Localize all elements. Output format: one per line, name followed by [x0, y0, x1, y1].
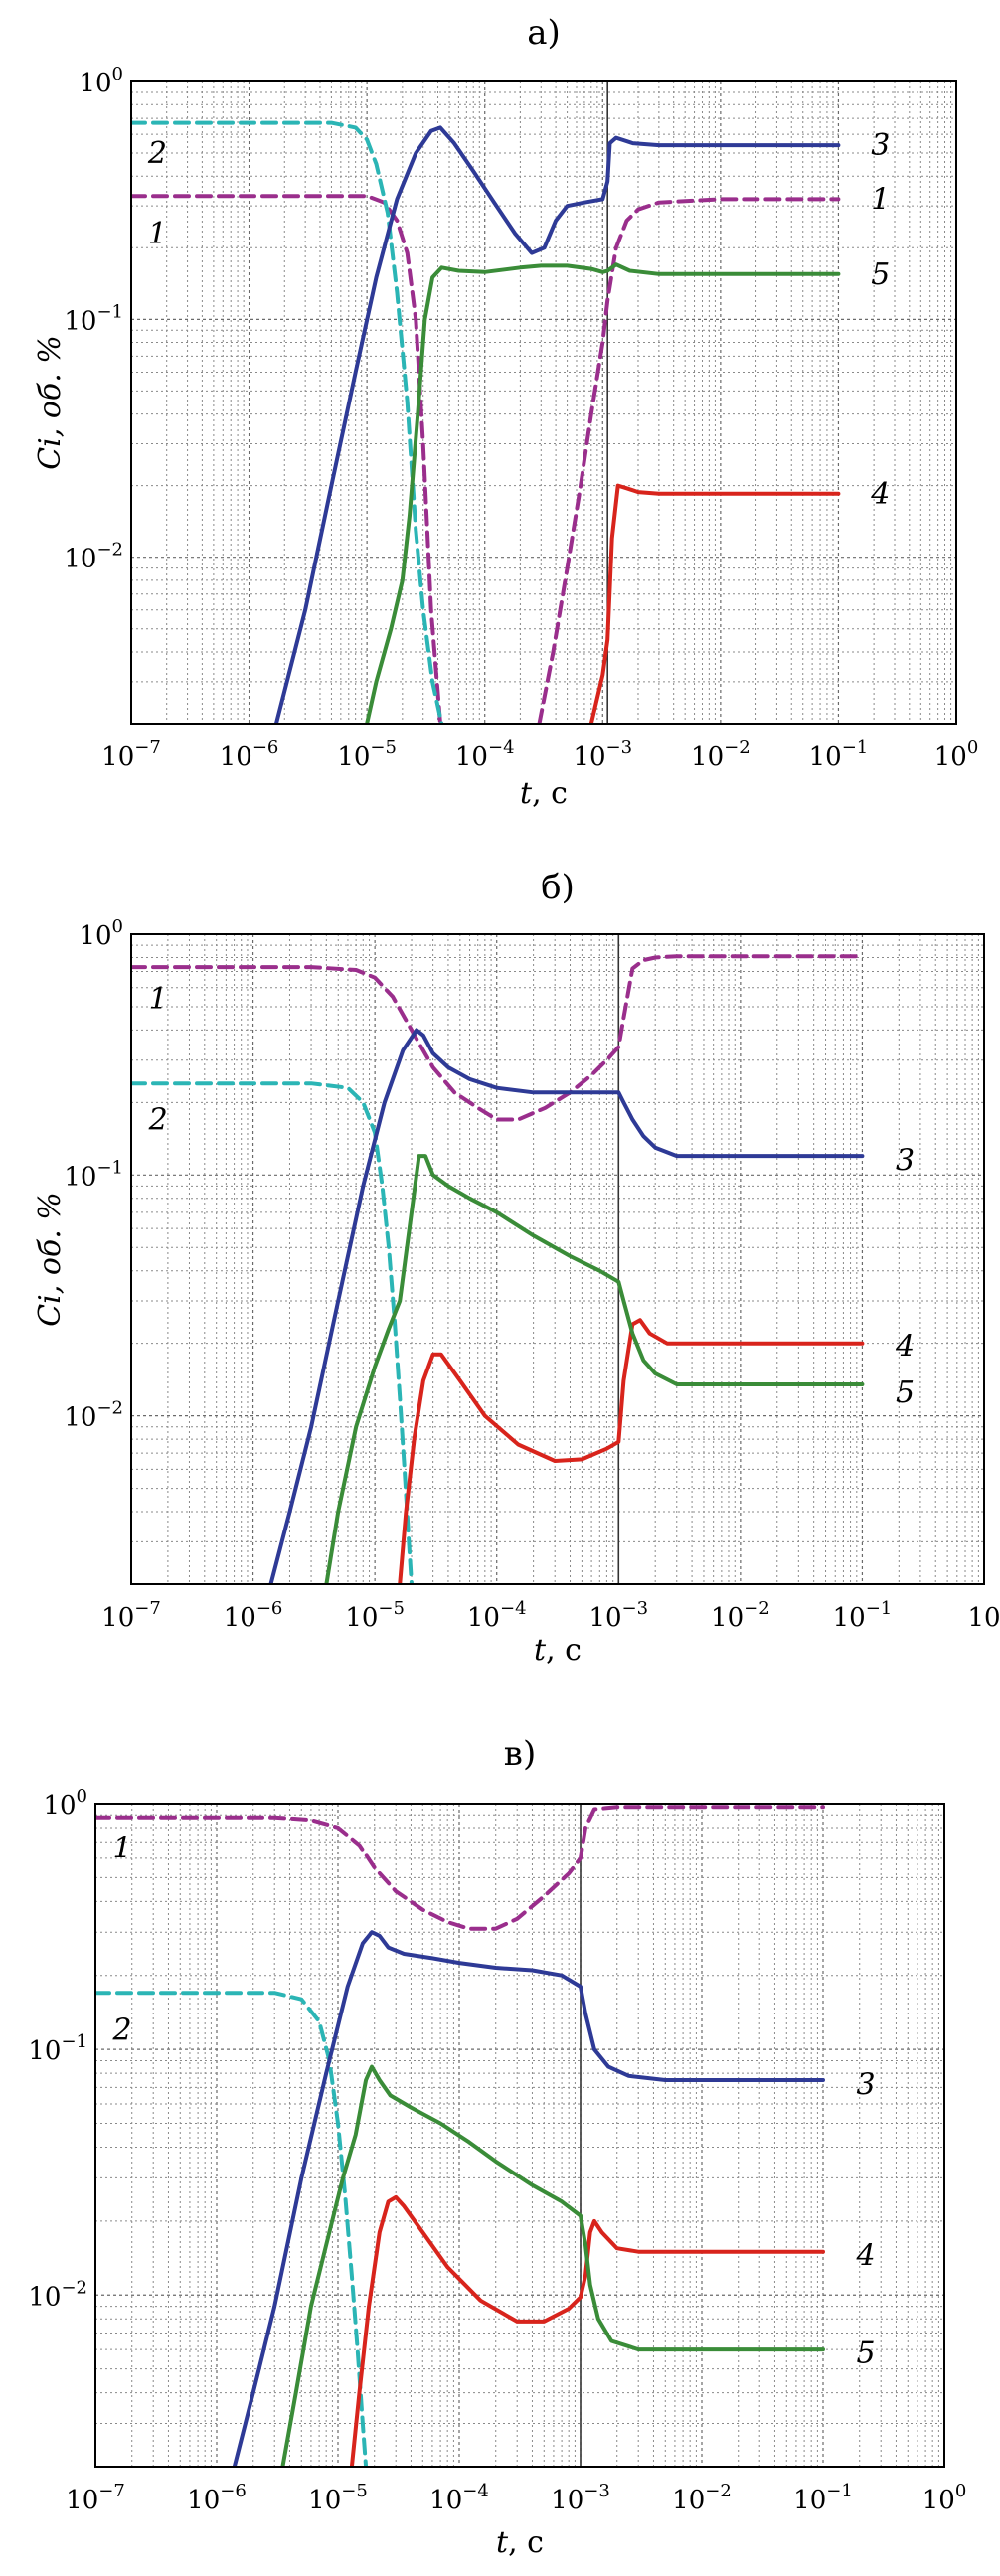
series-line-5 [324, 1154, 865, 1584]
x-tick-label: 100 [934, 737, 979, 772]
series-line-2 [131, 1081, 414, 1584]
y-tick-label: 10−1 [28, 2031, 87, 2066]
x-tick-label: 10−1 [809, 737, 869, 772]
curve-label-5: 5 [896, 1375, 915, 1410]
series-line-4 [588, 483, 841, 724]
series-line-1 [537, 197, 841, 724]
curve-label-5: 5 [856, 2336, 875, 2371]
curve-label-4: 4 [855, 2238, 875, 2273]
grid [95, 1804, 944, 2467]
x-tick-label: 10 [967, 1603, 1000, 1633]
y-tick-label: 100 [79, 916, 123, 951]
series-line-1 [95, 1805, 825, 1931]
series-line-1 [131, 954, 865, 1122]
x-tick-label: 10−1 [793, 2481, 853, 2515]
series-line-5 [280, 2064, 825, 2467]
x-tick-label: 10−4 [455, 737, 515, 772]
x-tick-label: 10−5 [337, 737, 397, 772]
series-line-3 [232, 1930, 825, 2467]
y-tick-label: 10−2 [64, 540, 123, 574]
x-tick-label: 10−3 [551, 2481, 610, 2515]
x-tick-label: 10−6 [220, 737, 279, 772]
y-tick-label: 10−2 [64, 1398, 123, 1433]
curve-label-2: 2 [147, 136, 167, 171]
series-line-3 [273, 125, 841, 724]
y-tick-label: 10−2 [28, 2277, 87, 2312]
x-tick-label: 10−6 [224, 1598, 283, 1633]
x-tick-label: 10−4 [429, 2481, 489, 2515]
grid [131, 934, 984, 1584]
x-tick-label: 10−7 [101, 1598, 161, 1633]
y-axis-label: Ci, об. % [33, 335, 68, 470]
curve-label-3: 3 [896, 1144, 915, 1179]
series-line-3 [268, 1028, 865, 1584]
curve-label-1: 1 [149, 982, 168, 1017]
panel-title: а) [527, 13, 561, 53]
x-tick-label: 10−2 [691, 737, 750, 772]
x-tick-label: 10−3 [588, 1598, 648, 1633]
series-line-1 [131, 194, 442, 724]
x-tick-label: 10−3 [573, 737, 632, 772]
x-tick-label: 10−2 [711, 1598, 770, 1633]
curve-label-5: 5 [871, 257, 890, 292]
x-axis-label: t, с [534, 1633, 582, 1668]
curve-label-4: 4 [895, 1329, 915, 1364]
x-tick-label: 100 [922, 2481, 967, 2515]
curve-label-3: 3 [856, 2067, 875, 2102]
x-tick-label: 10−2 [672, 2481, 732, 2515]
curve-label-1: 1 [871, 182, 890, 217]
y-axis-label: Ci, об. % [33, 1192, 68, 1327]
series-line-2 [95, 1991, 369, 2467]
panel-title: в) [504, 1734, 536, 1774]
x-axis-label: t, с [520, 776, 568, 811]
panel-title: б) [541, 868, 575, 907]
y-tick-label: 100 [43, 1786, 87, 1821]
plot-frame [130, 933, 985, 1585]
curve-label-3: 3 [871, 128, 890, 163]
grid [131, 81, 956, 724]
series-group [95, 1805, 825, 2467]
x-tick-label: 10−7 [101, 737, 161, 772]
curve-label-2: 2 [148, 1102, 168, 1137]
series-line-5 [365, 262, 841, 724]
x-tick-label: 10−4 [467, 1598, 527, 1633]
plot-frame [130, 80, 957, 724]
y-tick-label: 100 [79, 64, 123, 98]
plot-frame [94, 1803, 945, 2468]
series-line-4 [398, 1318, 865, 1584]
x-tick-label: 10−6 [187, 2481, 247, 2515]
series-group [131, 954, 865, 1584]
x-axis-label: t, с [496, 2525, 544, 2560]
x-tick-label: 10−5 [308, 2481, 368, 2515]
curve-label-1: 1 [148, 217, 167, 251]
chart-panel-c: в) 1 2 3 4 5 10−7 10−6 10−5 10−4 10−3 10−2 10−1 100 10… [28, 1734, 967, 2560]
curve-label-1: 1 [112, 1832, 131, 1866]
series-line-4 [349, 2194, 825, 2467]
curve-label-4: 4 [870, 477, 890, 512]
chart-panel-a: а) 1 1 2 3 4 5 10−7 10−6 10−5 10−4 10−3 10−2 10−1 100 1… [33, 13, 979, 811]
x-tick-label: 10−5 [345, 1598, 405, 1633]
chart-panel-b: б) 1 2 3 4 5 10−7 10−6 10−5 10−4 10−3 10−2 10−1 10 100… [33, 868, 1000, 1668]
series-group [131, 120, 841, 724]
curve-label-2: 2 [111, 2013, 131, 2048]
x-tick-label: 10−7 [66, 2481, 125, 2515]
y-tick-label: 10−1 [64, 301, 123, 336]
x-tick-label: 10−1 [833, 1598, 893, 1633]
y-tick-label: 10−1 [64, 1157, 123, 1192]
series-line-2 [131, 120, 444, 724]
